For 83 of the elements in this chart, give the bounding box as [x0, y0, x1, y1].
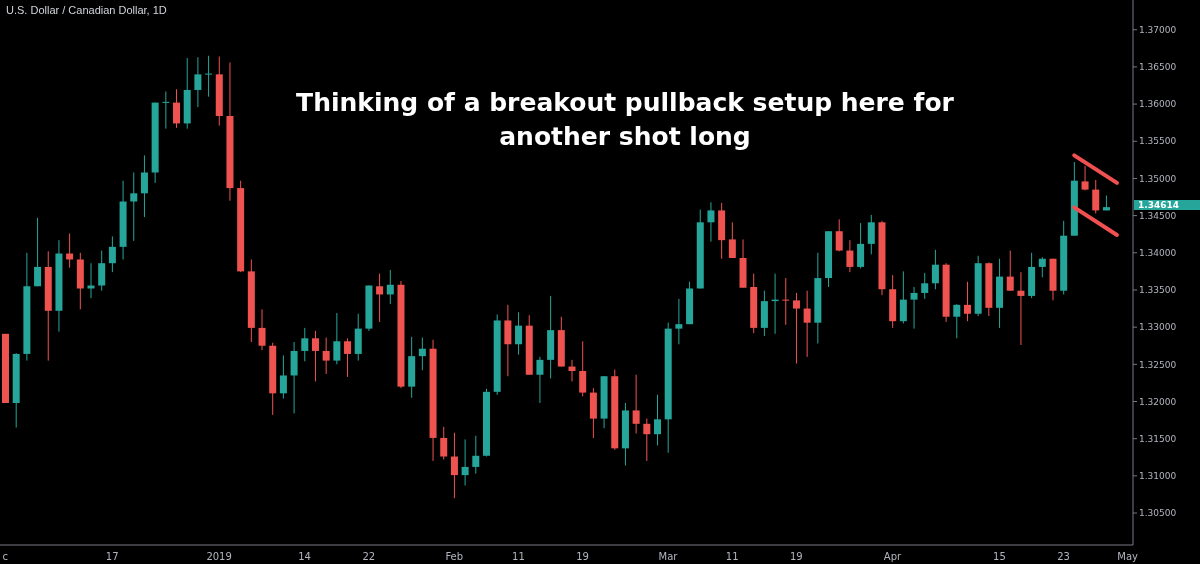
candlestick — [931, 249, 939, 290]
candlestick — [899, 270, 907, 324]
candlestick — [311, 330, 319, 382]
x-tick-label: Apr — [883, 551, 903, 563]
candlestick — [963, 281, 971, 322]
y-tick-label: 1.35500 — [1139, 136, 1177, 147]
y-tick-label: 1.35000 — [1139, 173, 1177, 184]
y-tick-label: 1.31500 — [1139, 433, 1177, 444]
x-tick-label: Feb — [445, 551, 464, 563]
y-tick-label: 1.31000 — [1139, 471, 1177, 482]
candlestick — [140, 154, 148, 218]
y-tick-label: 1.32500 — [1139, 359, 1177, 370]
candlestick — [472, 435, 480, 475]
candlestick — [568, 359, 576, 382]
candlestick — [418, 337, 426, 371]
candlestick — [194, 56, 202, 108]
y-tick-label: 1.37000 — [1139, 24, 1177, 35]
candlestick — [835, 218, 843, 252]
candlestick — [515, 311, 523, 356]
y-tick-label: 1.34000 — [1139, 247, 1177, 258]
candlestick — [536, 356, 544, 404]
y-tick-label: 1.33000 — [1139, 322, 1177, 333]
y-tick-label: 1.36000 — [1139, 99, 1177, 110]
x-tick-label: 22 — [362, 551, 376, 563]
candlestick — [654, 394, 662, 446]
candlestick — [643, 418, 651, 462]
candlestick — [504, 304, 512, 377]
candlestick — [108, 235, 116, 273]
x-tick-label: c — [2, 551, 9, 563]
candlestick — [1092, 179, 1100, 214]
y-tick-label: 1.32000 — [1139, 396, 1177, 407]
candlestick — [953, 303, 961, 339]
candlestick — [130, 172, 138, 242]
candlestick — [440, 426, 448, 460]
y-tick-label: 1.30500 — [1139, 508, 1177, 519]
candlestick — [857, 222, 865, 269]
x-tick-label: 19 — [789, 551, 803, 563]
candlestick — [173, 88, 181, 129]
x-tick-label: 11 — [725, 551, 739, 563]
candlestick — [461, 438, 469, 487]
candlestick — [803, 290, 811, 358]
candlestick — [867, 214, 875, 255]
candlestick — [579, 340, 587, 397]
x-tick-label: 23 — [1057, 551, 1070, 563]
candlestick — [1038, 256, 1046, 278]
annotation: Thinking of a breakout pullback setup here for another shot long — [295, 87, 955, 153]
candlestick — [34, 217, 42, 287]
candlestick — [98, 250, 106, 292]
candlestick — [205, 55, 213, 98]
candlestick — [322, 337, 330, 375]
candlestick — [279, 354, 287, 400]
x-tick-label: 2019 — [206, 551, 232, 563]
x-tick-label: 11 — [512, 551, 525, 563]
y-tick-label: 1.34500 — [1139, 210, 1177, 221]
candlestick — [1017, 271, 1025, 346]
candlestick — [707, 201, 715, 243]
y-tick-label: 1.36500 — [1139, 62, 1177, 73]
y-tick-label: 1.33500 — [1139, 285, 1177, 296]
candlestick — [728, 221, 736, 259]
candlestick — [921, 272, 929, 300]
candlestick — [792, 292, 800, 365]
candlestick — [632, 374, 640, 434]
x-tick-label: 14 — [298, 551, 311, 563]
x-tick-label: 17 — [105, 551, 119, 563]
candlestick — [386, 269, 394, 305]
candlestick — [910, 286, 918, 330]
candlestick — [333, 312, 341, 365]
candlestick — [450, 432, 458, 499]
candlestick — [1006, 250, 1014, 292]
x-tick-label: Mar — [658, 551, 679, 563]
candlestick — [782, 277, 790, 326]
candlestick — [376, 273, 384, 323]
candlestick — [162, 90, 170, 130]
candlestick — [301, 327, 309, 362]
candlestick — [344, 337, 352, 378]
chart-title: U.S. Dollar / Canadian Dollar, 1D — [6, 4, 167, 16]
x-tick-label: May — [1117, 551, 1139, 563]
x-tick-label: 15 — [993, 551, 1006, 563]
candlestick — [258, 308, 266, 351]
text: 1.34614 — [1134, 200, 1200, 211]
candlestick — [675, 298, 683, 345]
x-tick-label: 19 — [576, 551, 589, 563]
candlestick — [846, 239, 854, 273]
